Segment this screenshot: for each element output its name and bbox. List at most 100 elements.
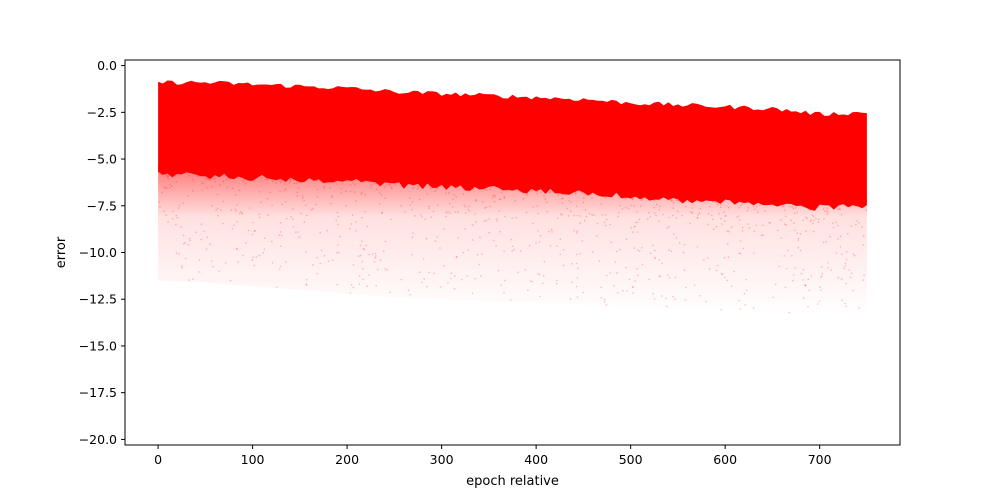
data-point xyxy=(330,196,333,199)
data-point xyxy=(543,260,546,263)
data-point xyxy=(790,219,792,222)
data-point xyxy=(320,249,323,252)
y-tick-label: 0.0 xyxy=(97,58,117,73)
data-point xyxy=(600,286,602,289)
data-point xyxy=(271,204,273,207)
data-point xyxy=(820,289,822,291)
data-point xyxy=(641,263,644,266)
data-point xyxy=(672,295,674,298)
data-point xyxy=(528,244,531,247)
data-point xyxy=(480,275,482,277)
data-point xyxy=(772,296,775,299)
data-point xyxy=(352,286,355,289)
data-point xyxy=(671,200,673,202)
data-point xyxy=(485,219,488,222)
data-point xyxy=(570,210,572,212)
data-point xyxy=(697,213,699,216)
data-point xyxy=(716,264,719,267)
data-point xyxy=(567,215,570,217)
data-point xyxy=(792,279,794,282)
data-point xyxy=(698,295,701,297)
data-point xyxy=(239,210,242,213)
x-tick-label: 400 xyxy=(524,452,548,467)
data-point xyxy=(198,271,200,273)
data-point xyxy=(784,286,787,289)
data-point xyxy=(698,212,701,214)
data-point xyxy=(824,210,826,213)
data-point xyxy=(448,202,451,205)
data-point xyxy=(380,194,383,196)
data-point xyxy=(583,197,585,199)
data-point xyxy=(747,223,750,225)
data-point xyxy=(827,262,829,264)
data-point xyxy=(289,178,292,181)
data-point xyxy=(426,285,428,288)
data-point xyxy=(802,268,805,271)
data-point xyxy=(426,193,429,195)
data-point xyxy=(283,189,286,192)
data-point xyxy=(353,191,356,193)
data-point xyxy=(524,269,527,271)
data-point xyxy=(209,179,211,181)
data-point xyxy=(537,273,539,275)
data-point xyxy=(784,223,786,225)
data-point xyxy=(666,227,668,229)
data-point xyxy=(542,282,544,285)
data-point xyxy=(573,214,575,217)
data-point xyxy=(452,198,454,200)
data-point xyxy=(658,220,661,222)
data-point xyxy=(198,259,201,262)
data-point xyxy=(844,302,846,305)
data-point xyxy=(647,218,649,220)
data-point xyxy=(226,186,229,189)
data-point xyxy=(850,272,853,275)
data-point xyxy=(488,231,491,234)
y-tick-label: −5.0 xyxy=(87,152,117,167)
data-point xyxy=(655,203,658,206)
data-point xyxy=(330,202,332,205)
data-point xyxy=(264,178,267,181)
data-point xyxy=(705,300,707,303)
data-point xyxy=(531,189,533,192)
data-point xyxy=(571,262,573,265)
data-point xyxy=(573,230,576,232)
data-point xyxy=(726,230,729,232)
y-tick-label: −10.0 xyxy=(79,245,117,260)
data-point xyxy=(486,189,488,191)
data-point xyxy=(858,306,860,309)
data-point xyxy=(727,206,730,209)
data-point xyxy=(323,187,326,189)
data-point xyxy=(499,198,501,200)
data-point xyxy=(636,210,638,213)
data-point xyxy=(596,222,599,225)
data-point xyxy=(796,211,798,214)
data-point xyxy=(619,204,621,207)
data-point xyxy=(430,216,433,218)
data-point xyxy=(822,208,825,210)
data-point xyxy=(338,235,341,238)
data-point xyxy=(376,188,378,191)
data-point xyxy=(577,267,579,270)
data-point xyxy=(683,269,686,272)
data-point xyxy=(721,273,724,276)
data-point xyxy=(298,236,301,238)
data-point xyxy=(467,249,470,251)
data-point xyxy=(746,289,748,292)
data-point xyxy=(216,207,219,210)
data-point xyxy=(305,284,308,286)
data-point xyxy=(361,191,363,194)
data-point xyxy=(319,262,322,265)
data-point xyxy=(575,232,578,234)
data-point xyxy=(519,250,522,252)
data-point xyxy=(652,244,654,247)
data-point xyxy=(783,255,785,257)
data-point xyxy=(217,214,219,217)
data-point xyxy=(280,245,282,247)
data-point xyxy=(584,220,586,222)
y-tick-label: −7.5 xyxy=(87,198,117,213)
data-point xyxy=(432,210,435,213)
data-point xyxy=(159,206,161,208)
data-point xyxy=(603,221,606,224)
data-point xyxy=(622,289,624,292)
data-point xyxy=(411,236,414,239)
